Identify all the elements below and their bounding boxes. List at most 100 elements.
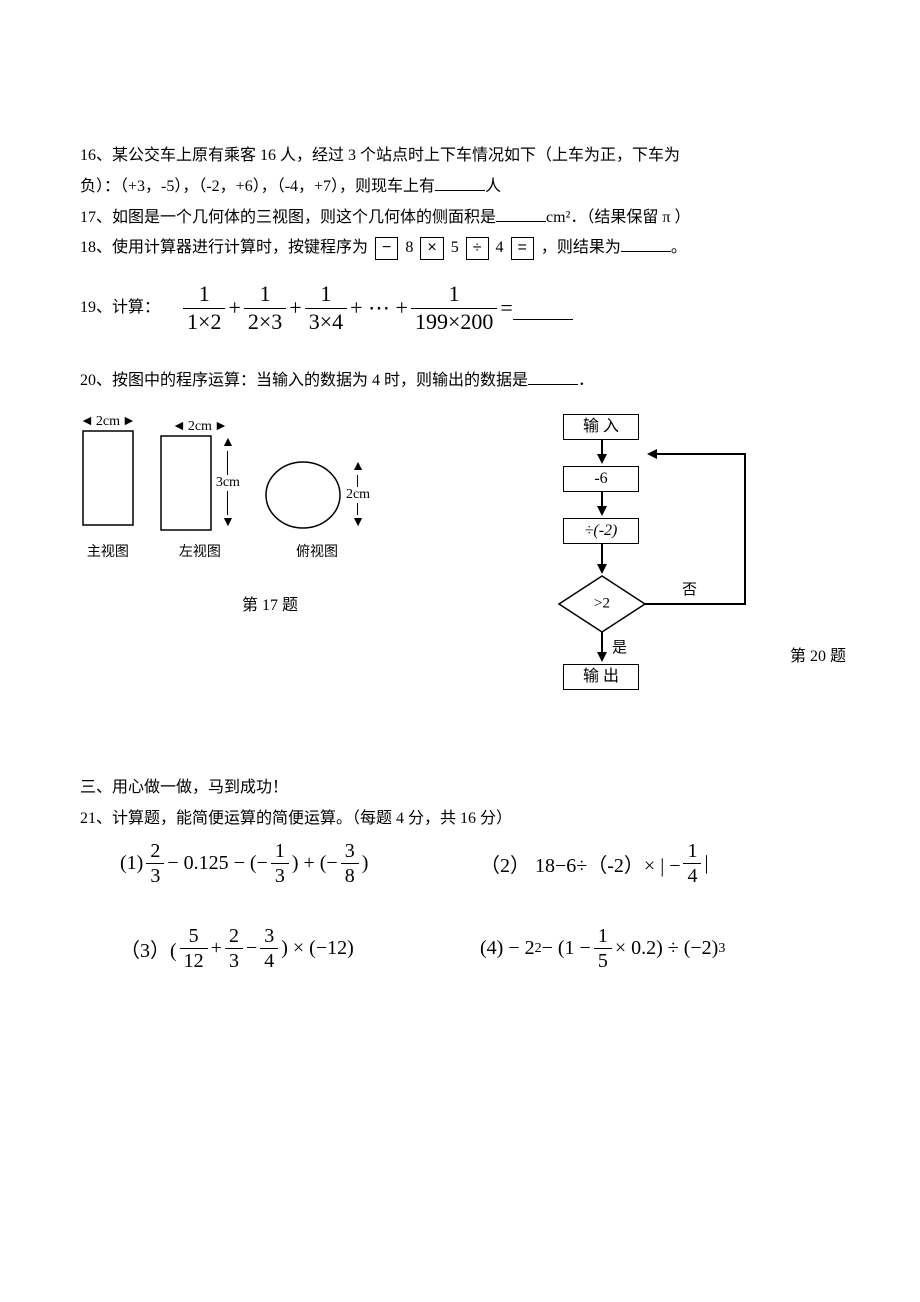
q16-text-a: 某公交车上原有乘客 16 人，经过 3 个站点时上下车情况如下（上车为正，下车为	[112, 147, 680, 164]
c3-f3-d: 4	[260, 949, 278, 973]
c3-p2: −	[246, 937, 257, 960]
calc-2: （2） 18−6÷（-2）× | − 14 |	[480, 839, 840, 888]
c3-f3-n: 3	[260, 924, 278, 949]
key-minus: −	[375, 237, 398, 260]
c2-f1-d: 4	[683, 864, 701, 888]
dim-line-up	[227, 451, 228, 475]
c4-mid2: × 0.2) ÷ (−2)	[615, 937, 719, 960]
q16-text-b: 负）：（+3，-5），（-2，+6），（-4，+7），则现车上有	[80, 178, 435, 195]
c3-f1-d: 12	[180, 949, 208, 973]
c2-f1: 14	[683, 839, 701, 888]
left-height-label: ▲ 3cm ▼	[216, 435, 240, 531]
key-8: 8	[405, 239, 413, 256]
c4-pre: (4) − 2	[480, 937, 535, 960]
q19-frac-1: 11×2	[183, 281, 225, 335]
q19-frac-2: 12×3	[244, 281, 286, 335]
q19-f2-den: 2×3	[244, 309, 286, 335]
q17-blank	[496, 205, 546, 222]
c1-mid2: ) + (−	[292, 852, 338, 875]
top-view-ellipse	[264, 460, 342, 530]
top-height-label: ▲ 2cm ▼	[346, 459, 370, 531]
c4-f1: 15	[594, 924, 612, 973]
flowchart: 输 入 -6 ÷(-2) >2	[480, 414, 780, 754]
front-view: ◄2cm► 主视图	[80, 414, 136, 561]
dim-line-down	[227, 491, 228, 515]
q16-label: 16、	[80, 147, 112, 164]
flow-arrow-2	[596, 492, 608, 516]
c1-f2-n: 1	[271, 839, 289, 864]
c1-f1: 23	[146, 839, 164, 888]
q16-text-c: 人	[485, 178, 501, 195]
flow-arrow-1	[596, 440, 608, 464]
flow-no-path	[645, 448, 755, 608]
c3-f2: 23	[225, 924, 243, 973]
dim-line-down	[357, 503, 358, 515]
c1-f3: 38	[341, 839, 359, 888]
arrow-right-icon: ►	[214, 419, 228, 435]
q20-line: 20、按图中的程序运算：当输入的数据为 4 时，则输出的数据是 ．	[80, 367, 840, 396]
q19-fl-den: 199×200	[411, 309, 497, 335]
arrow-up-icon: ▲	[351, 459, 365, 475]
section3-title: 三、用心做一做，马到成功！	[80, 774, 840, 803]
key-5: 5	[451, 239, 459, 256]
flow-no-label: 否	[682, 578, 697, 599]
calc-row-1: (1) 23 − 0.125 − (− 13 ) + (− 38 ) （2） 1…	[120, 839, 840, 888]
arrow-left-icon: ◄	[80, 414, 94, 430]
key-4: 4	[496, 239, 504, 256]
left-h: 3cm	[216, 475, 240, 491]
front-view-label: 主视图	[80, 541, 136, 561]
c4-mid1: − (1 −	[542, 937, 591, 960]
q19-label: 19、	[80, 294, 112, 323]
q20-text: 按图中的程序运算：当输入的数据为 4 时，则输出的数据是	[112, 372, 528, 389]
q19-f3-den: 3×4	[305, 309, 347, 335]
c2-end: |	[704, 852, 708, 875]
q17-text-a: 如图是一个几何体的三视图，则这个几何体的侧面积是	[112, 209, 496, 226]
c1-f1-n: 2	[146, 839, 164, 864]
flow-arrow-4	[596, 632, 608, 662]
q16-line2: 负）：（+3，-5），（-2，+6），（-4，+7），则现车上有 人	[80, 173, 840, 202]
c3-f3: 34	[260, 924, 278, 973]
c2-pre: （2） 18−6÷（-2）× | −	[480, 849, 680, 878]
top-view-inner: ▲ 2cm ▼	[264, 459, 370, 531]
calc-4: (4) − 22 − (1 − 15 × 0.2) ÷ (−2)3	[480, 924, 840, 973]
c4-f1-d: 5	[594, 949, 612, 973]
c2-f1-n: 1	[683, 839, 701, 864]
front-width-label: ◄2cm►	[80, 414, 136, 430]
q19-plus-2: +	[289, 288, 301, 328]
arrow-left-icon: ◄	[172, 419, 186, 435]
top-view: ▲ 2cm ▼ 俯视图	[264, 459, 370, 561]
flow-cond-text: >2	[594, 595, 610, 612]
diagrams-row: ◄2cm► 主视图 ◄2cm►	[80, 414, 840, 754]
key-divide: ÷	[466, 237, 489, 260]
flow-step2-box: ÷(-2)	[563, 518, 639, 544]
calc-3: （3）( 512 + 23 − 34 ) × (−12)	[120, 924, 480, 973]
q18-text-b: ，则结果为	[541, 239, 621, 256]
c3-end: ) × (−12)	[281, 937, 354, 960]
left-view: ◄2cm► ▲ 3cm ▼ 左视图	[160, 419, 240, 561]
q17-line: 17、如图是一个几何体的三视图，则这个几何体的侧面积是cm²．（结果保留 π ）	[80, 204, 840, 233]
q21-text: 计算题，能简便运算的简便运算。（每题 4 分，共 16 分）	[112, 810, 512, 827]
caption-20: 第 20 题	[790, 642, 846, 666]
left-view-inner: ▲ 3cm ▼	[160, 435, 240, 531]
c1-f3-n: 3	[341, 839, 359, 864]
c4-sup2: 3	[718, 941, 725, 957]
c1-f2: 13	[271, 839, 289, 888]
q19-plus-1: +	[228, 288, 240, 328]
q19-line: 19、 计算： 11×2 + 12×3 + 13×4 + ⋯ + 1199×20…	[80, 273, 840, 343]
page: 16、某公交车上原有乘客 16 人，经过 3 个站点时上下车情况如下（上车为正，…	[0, 0, 920, 1069]
q19-f1-num: 1	[183, 281, 225, 308]
flow-step1-box: -6	[563, 466, 639, 492]
caption-17: 第 17 题	[80, 591, 460, 615]
c3-pre: （3）(	[120, 934, 177, 963]
left-w: 2cm	[188, 419, 212, 435]
top-view-label: 俯视图	[264, 541, 370, 561]
q19-fl-num: 1	[411, 281, 497, 308]
q18-blank	[621, 235, 671, 252]
calc-row-2: （3）( 512 + 23 − 34 ) × (−12) (4) − 22 − …	[120, 924, 840, 973]
three-views-row: ◄2cm► 主视图 ◄2cm►	[80, 414, 460, 561]
q19-frac-3: 13×4	[305, 281, 347, 335]
c3-f2-n: 2	[225, 924, 243, 949]
q20-suffix: ．	[578, 372, 594, 389]
q20-label: 20、	[80, 372, 112, 389]
q18-text-c: 。	[671, 239, 687, 256]
